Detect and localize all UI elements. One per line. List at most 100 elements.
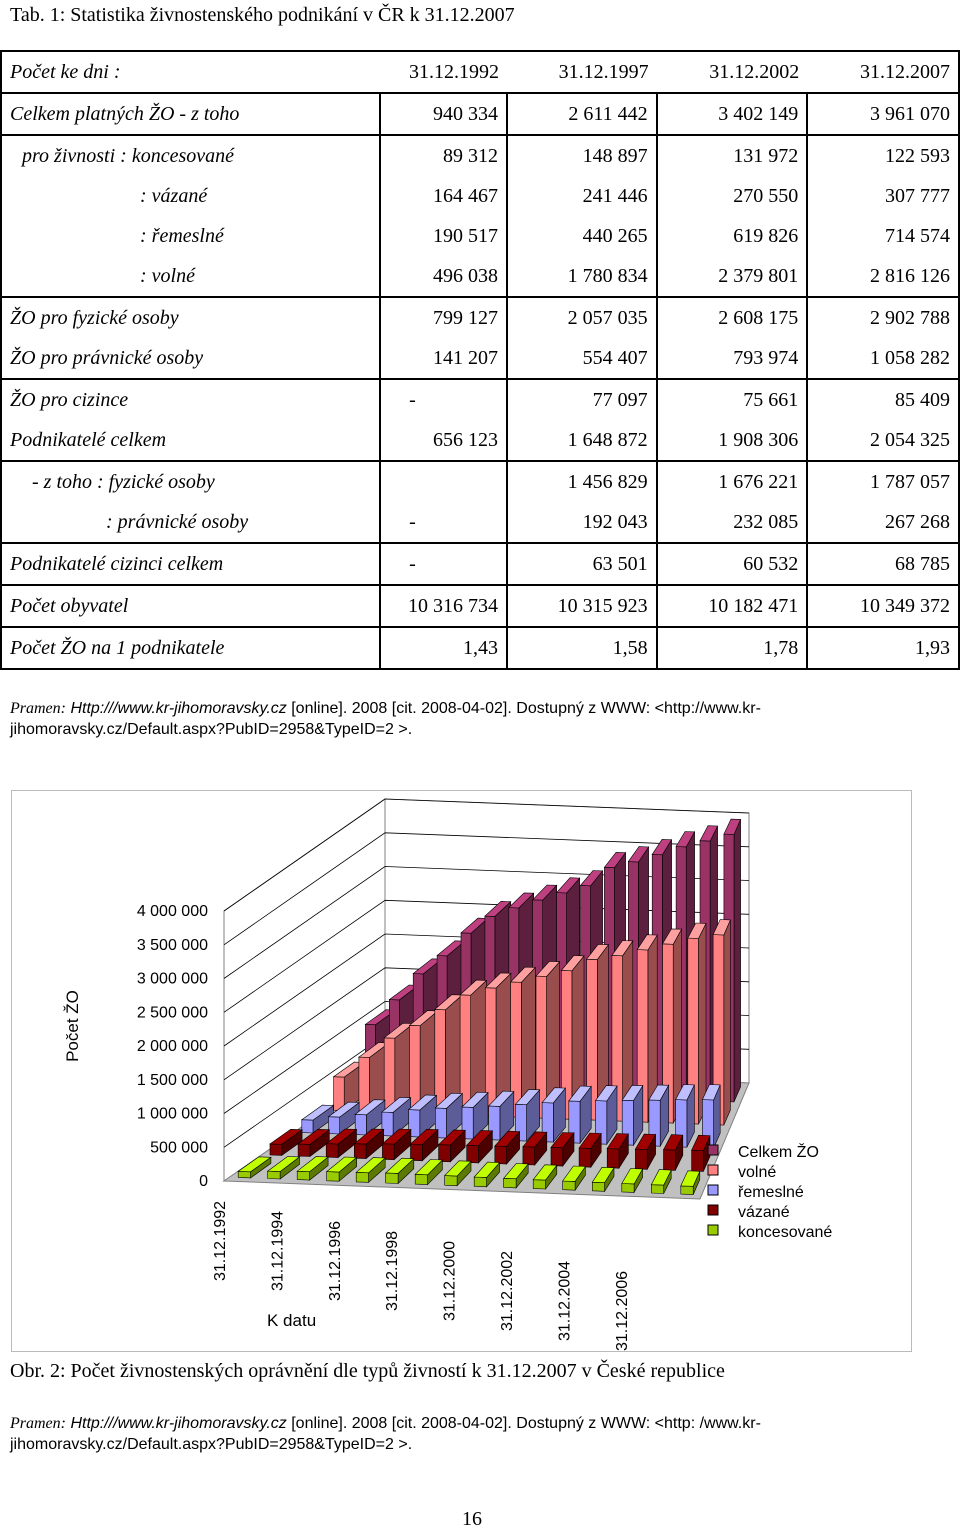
bar-face	[586, 943, 609, 960]
cell: 192 043	[506, 502, 658, 544]
table-row: - z toho : fyzické osoby 1 456 829 1 676…	[0, 461, 960, 502]
cell: 1 787 057	[807, 461, 960, 502]
table-row: Počet obyvatel 10 316 734 10 315 923 10 …	[0, 585, 960, 628]
bar-face	[691, 1134, 711, 1152]
bar-face	[382, 1143, 395, 1161]
bar-face	[627, 846, 650, 863]
row-label: Počet obyvatel	[0, 585, 382, 628]
x-tick-label: 31.12.1998	[384, 1231, 401, 1311]
bar-koncesované-2001	[503, 1163, 529, 1189]
bar-koncesované-1993	[266, 1156, 301, 1180]
bar-vázané-1994	[325, 1128, 358, 1159]
x-axis-title: K datu	[267, 1311, 316, 1330]
bar-face	[687, 922, 707, 939]
bar-face	[444, 1175, 458, 1187]
bar-face	[578, 1132, 602, 1149]
bar-face	[611, 940, 634, 957]
bar-face	[381, 1128, 412, 1145]
cell: 10 182 471	[656, 585, 809, 628]
legend-label: koncesované	[738, 1224, 832, 1241]
bar-face	[414, 1159, 444, 1176]
gridline	[223, 899, 750, 1013]
bar-řemeslné-1995	[381, 1096, 412, 1137]
bar-vázané-2000	[494, 1130, 521, 1165]
page-number: 16	[462, 1508, 482, 1530]
bar-face	[494, 1130, 521, 1147]
bar-koncesované-1992	[237, 1156, 272, 1179]
cell: 2 379 801	[656, 256, 809, 298]
bar-chart: 0 500 000 1 000 000 1 500 000 2 000 000 2 500…	[63, 798, 832, 1351]
bar-řemeslné-1994	[354, 1099, 386, 1136]
bar-face	[409, 1128, 439, 1145]
y-tick-label: 2 000 000	[137, 1038, 208, 1055]
bar-face	[301, 1119, 314, 1134]
row-label: Počet ŽO na 1 podnikatele	[0, 627, 382, 670]
row-label: : právnické osoby	[0, 502, 382, 544]
source-text: [online]. 2008 [cit. 2008-04-02]. Dostup…	[10, 1415, 761, 1453]
bar-face	[651, 839, 673, 856]
bar-face	[353, 1128, 385, 1145]
header-date: 31.12.1997	[506, 50, 657, 94]
bar-koncesované-2002	[532, 1164, 558, 1190]
bar-řemeslné-2002	[568, 1085, 592, 1145]
row-label: ŽO pro právnické osoby	[0, 338, 382, 380]
cell: -	[380, 379, 508, 420]
bar-face	[522, 1146, 536, 1166]
cell: 496 038	[380, 256, 508, 298]
bar-face	[699, 825, 719, 842]
bar-face	[733, 819, 741, 1103]
y-tick-label: 3 500 000	[137, 937, 208, 954]
bar-face	[535, 960, 561, 977]
source-text: [online]. 2008 [cit. 2008-04-02]. Dostup…	[10, 700, 761, 738]
cell: 554 407	[506, 338, 658, 380]
bar-face	[407, 1094, 438, 1111]
cell: 10 349 372	[807, 585, 960, 628]
bar-koncesované-2003	[562, 1165, 586, 1192]
y-tick-label: 0	[199, 1173, 208, 1190]
bar-face	[636, 934, 658, 951]
legend-swatch	[707, 1144, 719, 1156]
bar-face	[650, 1184, 665, 1194]
bar-vázané-2007	[691, 1134, 711, 1172]
cell: 2 054 325	[807, 420, 960, 462]
bar-volné-2000	[535, 960, 561, 1120]
bar-vázané-1993	[297, 1128, 331, 1158]
cell: 1 780 834	[506, 256, 658, 298]
table-row: : řemeslné 190 517 440 265 619 826 714 5…	[0, 216, 960, 256]
cell: 1,78	[656, 627, 809, 670]
bar-face	[466, 1130, 494, 1147]
bar-koncesované-1998	[414, 1159, 444, 1186]
bar-face	[381, 1096, 412, 1113]
bar-face	[384, 1157, 415, 1174]
bar-vázané-2001	[522, 1131, 548, 1166]
bar-face	[603, 852, 627, 868]
cell: 10 315 923	[506, 585, 658, 628]
bar-face	[562, 1180, 576, 1191]
cell: 1 058 282	[807, 338, 960, 380]
bar-koncesované-1995	[325, 1156, 358, 1182]
y-axis-title: Počet ŽO	[63, 990, 82, 1062]
bar-face	[494, 1145, 507, 1165]
bar-face	[385, 1172, 399, 1184]
cell: 307 777	[807, 176, 960, 216]
bar-koncesované-2005	[621, 1167, 644, 1194]
bar-volné-2004	[636, 934, 658, 1124]
legend-swatch	[707, 1184, 719, 1196]
cell: 940 334	[380, 93, 508, 136]
source-link[interactable]: Http:///www.kr-jihomoravsky.cz	[70, 700, 287, 717]
source-link[interactable]: Http:///www.kr-jihomoravsky.cz	[70, 1415, 287, 1432]
x-tick-label: 31.12.2002	[499, 1251, 516, 1331]
cell: 1,58	[506, 627, 658, 670]
bar-face	[508, 892, 535, 909]
bar-face	[473, 1161, 501, 1178]
bar-face	[503, 1163, 529, 1180]
bar-koncesované-1999	[444, 1160, 472, 1187]
bar-face	[680, 1170, 701, 1187]
bar-řemeslné-1996	[407, 1094, 438, 1138]
bar-face	[701, 1084, 721, 1101]
cell: 241 446	[506, 176, 658, 216]
legend-swatch	[707, 1164, 719, 1176]
bar-face	[591, 1181, 605, 1192]
table-row: Podnikatelé celkem 656 123 1 648 872 1 9…	[0, 420, 960, 462]
bar-face	[562, 1165, 586, 1182]
